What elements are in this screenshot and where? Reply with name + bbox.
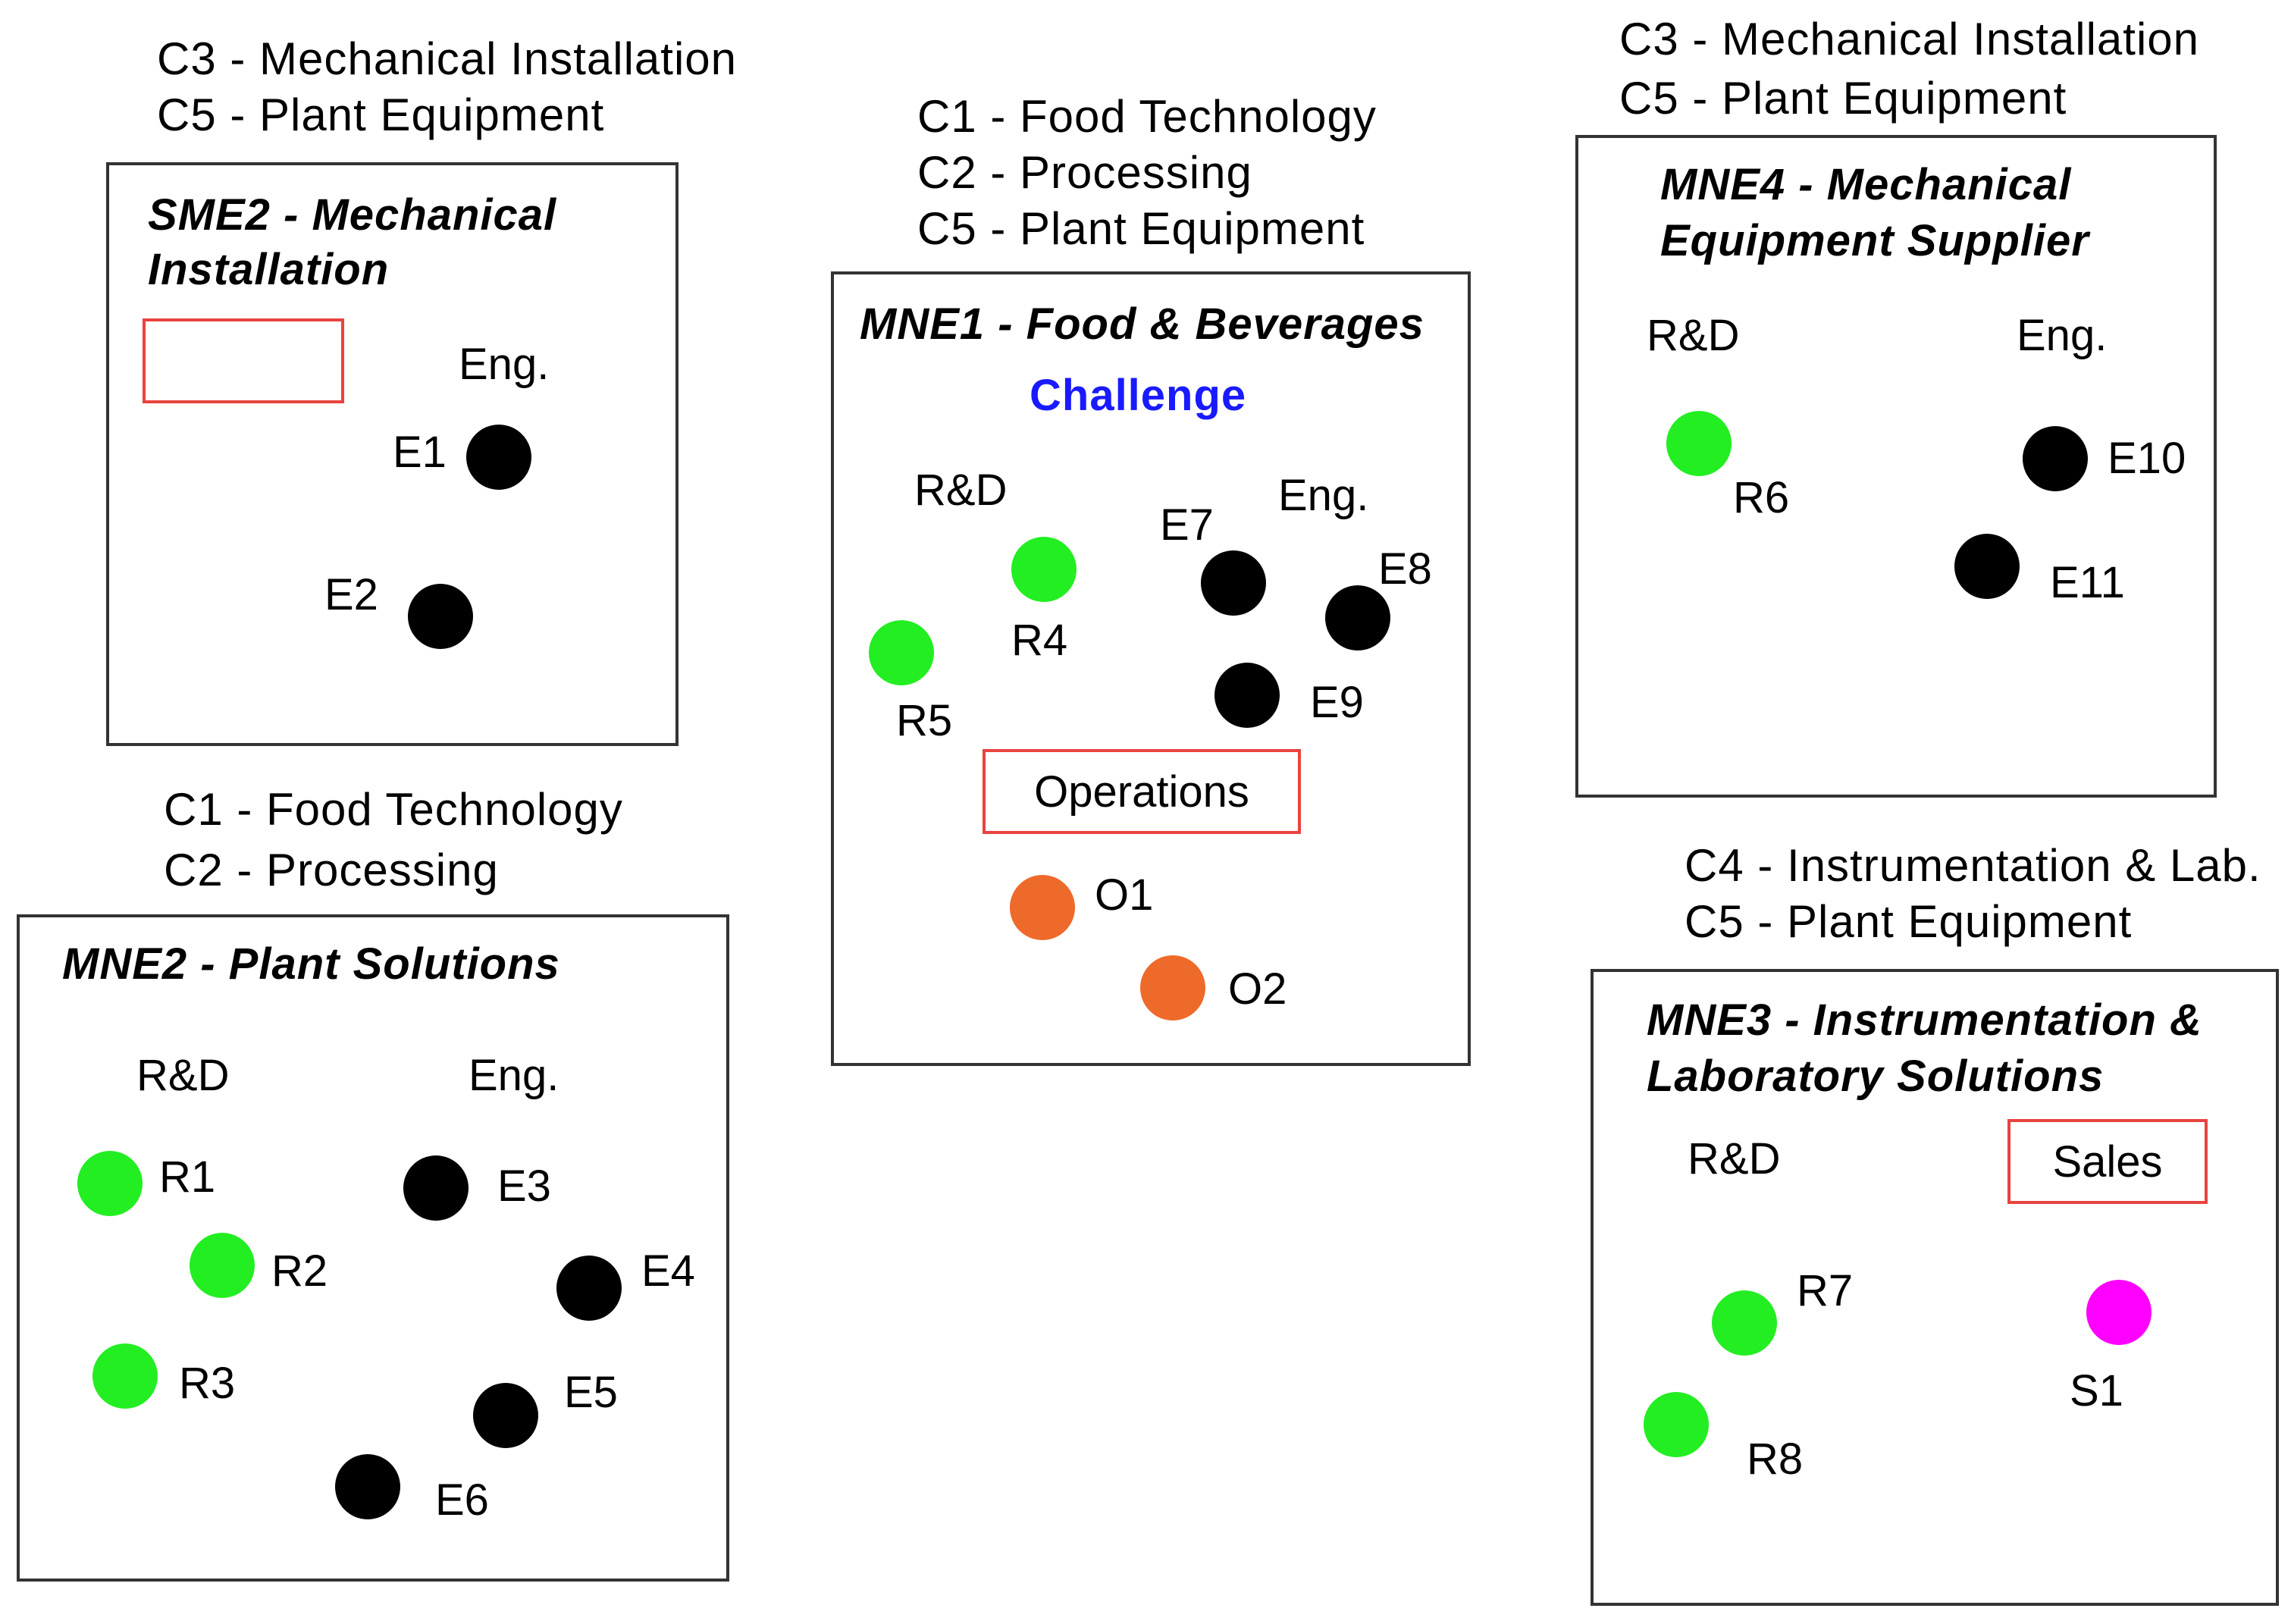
node-s1 [2086,1280,2152,1345]
sme2-dept-eng: Eng. [459,340,550,389]
node-e5 [473,1383,538,1448]
mne3-sales-box: Sales [2007,1119,2208,1204]
node-label-e8: E8 [1378,544,1432,594]
mne1-competence-c1: C1 - Food Technology [917,91,1377,142]
node-e6 [335,1454,400,1519]
mne3-title-line2: Laboratory Solutions [1647,1052,2105,1101]
node-e10 [2023,426,2088,491]
mne3-box [1591,969,2279,1606]
node-label-r5: R5 [896,696,953,745]
node-label-e6: E6 [435,1475,489,1525]
node-label-o1: O1 [1095,870,1154,920]
sme2-competence-c3: C3 - Mechanical Installation [157,33,738,84]
mne2-competence-c2: C2 - Processing [164,845,499,895]
node-label-e11: E11 [2050,558,2125,607]
node-label-r4: R4 [1011,616,1068,665]
node-e2 [408,584,473,649]
node-label-o2: O2 [1228,964,1287,1014]
mne4-title-line2: Equipment Supplier [1660,216,2089,265]
mne3-dept-rd: R&D [1688,1134,1781,1184]
node-label-e4: E4 [641,1246,695,1296]
mne4-competence-c3: C3 - Mechanical Installation [1619,14,2200,64]
mne2-title: MNE2 - Plant Solutions [62,939,560,989]
node-r3 [92,1343,158,1409]
node-r4 [1011,537,1077,602]
sme2-competence-c5: C5 - Plant Equipment [157,89,605,140]
mne1-competence-c5: C5 - Plant Equipment [917,203,1365,254]
node-e1 [466,425,531,490]
node-e8 [1325,585,1390,651]
mne1-competence-c2: C2 - Processing [917,147,1252,198]
node-label-r7: R7 [1797,1266,1854,1315]
node-label-r1: R1 [159,1152,216,1202]
node-r7 [1712,1290,1777,1356]
node-label-e1: E1 [393,428,447,477]
node-label-e9: E9 [1310,678,1364,727]
node-label-r8: R8 [1747,1434,1804,1484]
node-r8 [1644,1392,1709,1457]
sme2-box [106,162,679,746]
node-label-e10: E10 [2108,434,2186,483]
mne4-title-line1: MNE4 - Mechanical [1660,160,2072,209]
node-e11 [1954,534,2020,599]
node-e9 [1214,663,1280,728]
mne3-competence-c4: C4 - Instrumentation & Lab. [1685,840,2261,891]
node-r5 [869,620,934,685]
mne1-challenge: Challenge [1030,371,1247,420]
mne2-dept-rd: R&D [136,1051,230,1100]
node-label-s1: S1 [2070,1366,2123,1416]
mne1-dept-eng: Eng. [1278,471,1369,520]
node-label-r3: R3 [179,1359,236,1408]
mne3-title-line1: MNE3 - Instrumentation & [1647,995,2202,1045]
mne1-dept-rd: R&D [914,466,1008,515]
mne2-dept-eng: Eng. [469,1051,559,1100]
node-label-e5: E5 [564,1368,618,1417]
mne1-operations-box: Operations [983,749,1301,834]
mne4-dept-eng: Eng. [2017,311,2108,360]
sme2-empty-dept-box [143,318,344,403]
sme2-title-line1: SME2 - Mechanical [148,190,557,240]
node-label-e2: E2 [324,570,378,619]
mne1-box [831,271,1471,1066]
node-label-r2: R2 [271,1246,328,1296]
node-e4 [556,1256,622,1321]
node-r1 [77,1151,143,1216]
node-o1 [1010,875,1075,940]
node-label-e7: E7 [1160,500,1214,550]
mne1-title: MNE1 - Food & Beverages [860,299,1424,349]
node-label-e3: E3 [497,1162,551,1211]
node-r6 [1666,411,1732,476]
node-label-r6: R6 [1733,473,1790,522]
node-e7 [1201,550,1266,616]
node-e3 [403,1155,469,1221]
mne4-dept-rd: R&D [1647,311,1740,360]
sme2-title-line2: Installation [148,245,390,294]
node-o2 [1140,955,1205,1020]
mne3-competence-c5: C5 - Plant Equipment [1685,896,2133,947]
mne2-competence-c1: C1 - Food Technology [164,784,623,835]
mne4-competence-c5: C5 - Plant Equipment [1619,73,2067,124]
node-r2 [190,1233,255,1298]
